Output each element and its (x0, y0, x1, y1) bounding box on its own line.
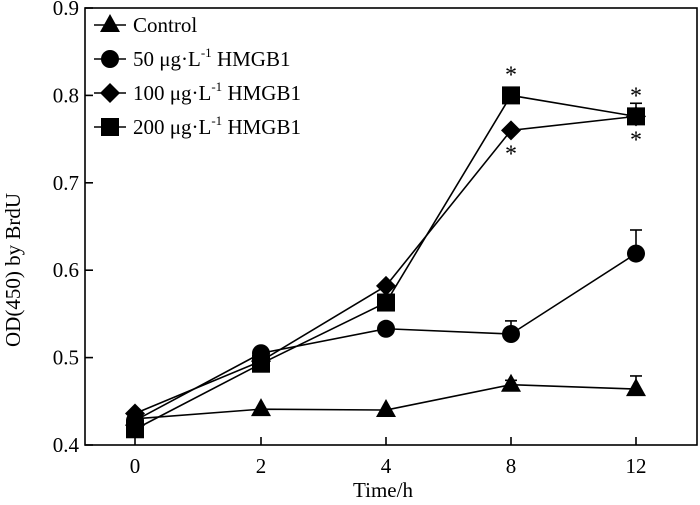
data-point (377, 293, 395, 312)
data-point (502, 86, 520, 105)
y-tick-label: 0.7 (53, 171, 79, 195)
y-tick-label: 0.8 (53, 83, 79, 107)
significance-marker: * (630, 83, 642, 109)
series-line (134, 115, 637, 415)
x-tick-label: 4 (381, 454, 392, 478)
data-point (626, 378, 646, 397)
data-point (251, 398, 271, 417)
legend-label: 50 μg·L-1 HMGB1 (133, 45, 290, 71)
significance-marker: * (630, 127, 642, 153)
data-point (376, 399, 396, 418)
data-point (501, 373, 521, 392)
legend-label: 200 μg·L-1 HMGB1 (133, 113, 301, 139)
y-tick-label: 0.5 (53, 346, 79, 370)
x-tick-label: 8 (506, 454, 517, 478)
legend-item: 100 μg·L-1 HMGB1 (94, 79, 301, 105)
axes: 0.4 0.5 0.6 0.7 0.8 0.9 0 2 4 8 12 (53, 0, 698, 478)
legend-marker (101, 118, 119, 136)
data-point (377, 319, 395, 338)
x-tick-label: 0 (130, 454, 141, 478)
data-point (501, 120, 521, 141)
data-point (126, 420, 144, 439)
series-line (134, 94, 637, 430)
series-layer: **** (125, 62, 646, 439)
y-tick-label: 0.9 (53, 0, 79, 20)
y-axis-title: OD(450) by BrdU (1, 193, 25, 347)
data-point (627, 107, 645, 126)
x-tick-label: 12 (626, 454, 647, 478)
legend-label: Control (133, 13, 197, 37)
legend-item: Control (94, 13, 197, 37)
series-square: ** (126, 62, 645, 439)
series-diamond: ** (125, 106, 646, 424)
legend: Control 50 μg·L-1 HMGB1 100 μg·L-1 HMGB1 20… (94, 13, 301, 139)
series-circle (126, 229, 645, 430)
legend-marker (100, 14, 120, 32)
series-triangle (125, 373, 646, 426)
legend-item: 200 μg·L-1 HMGB1 (94, 113, 301, 139)
data-point (376, 275, 396, 296)
legend-marker (100, 83, 120, 103)
data-point (627, 244, 645, 263)
x-tick-label: 2 (256, 454, 267, 478)
legend-marker (101, 50, 119, 68)
data-point (502, 325, 520, 344)
y-tick-label: 0.6 (53, 258, 79, 282)
legend-label: 100 μg·L-1 HMGB1 (133, 79, 301, 105)
legend-item: 50 μg·L-1 HMGB1 (94, 45, 290, 71)
x-axis-title: Time/h (353, 478, 413, 502)
plot-frame (84, 7, 698, 446)
significance-marker: * (505, 141, 517, 167)
data-point (252, 354, 270, 373)
y-tick-label: 0.4 (53, 433, 80, 457)
data-point (125, 403, 145, 424)
significance-marker: * (505, 62, 517, 88)
